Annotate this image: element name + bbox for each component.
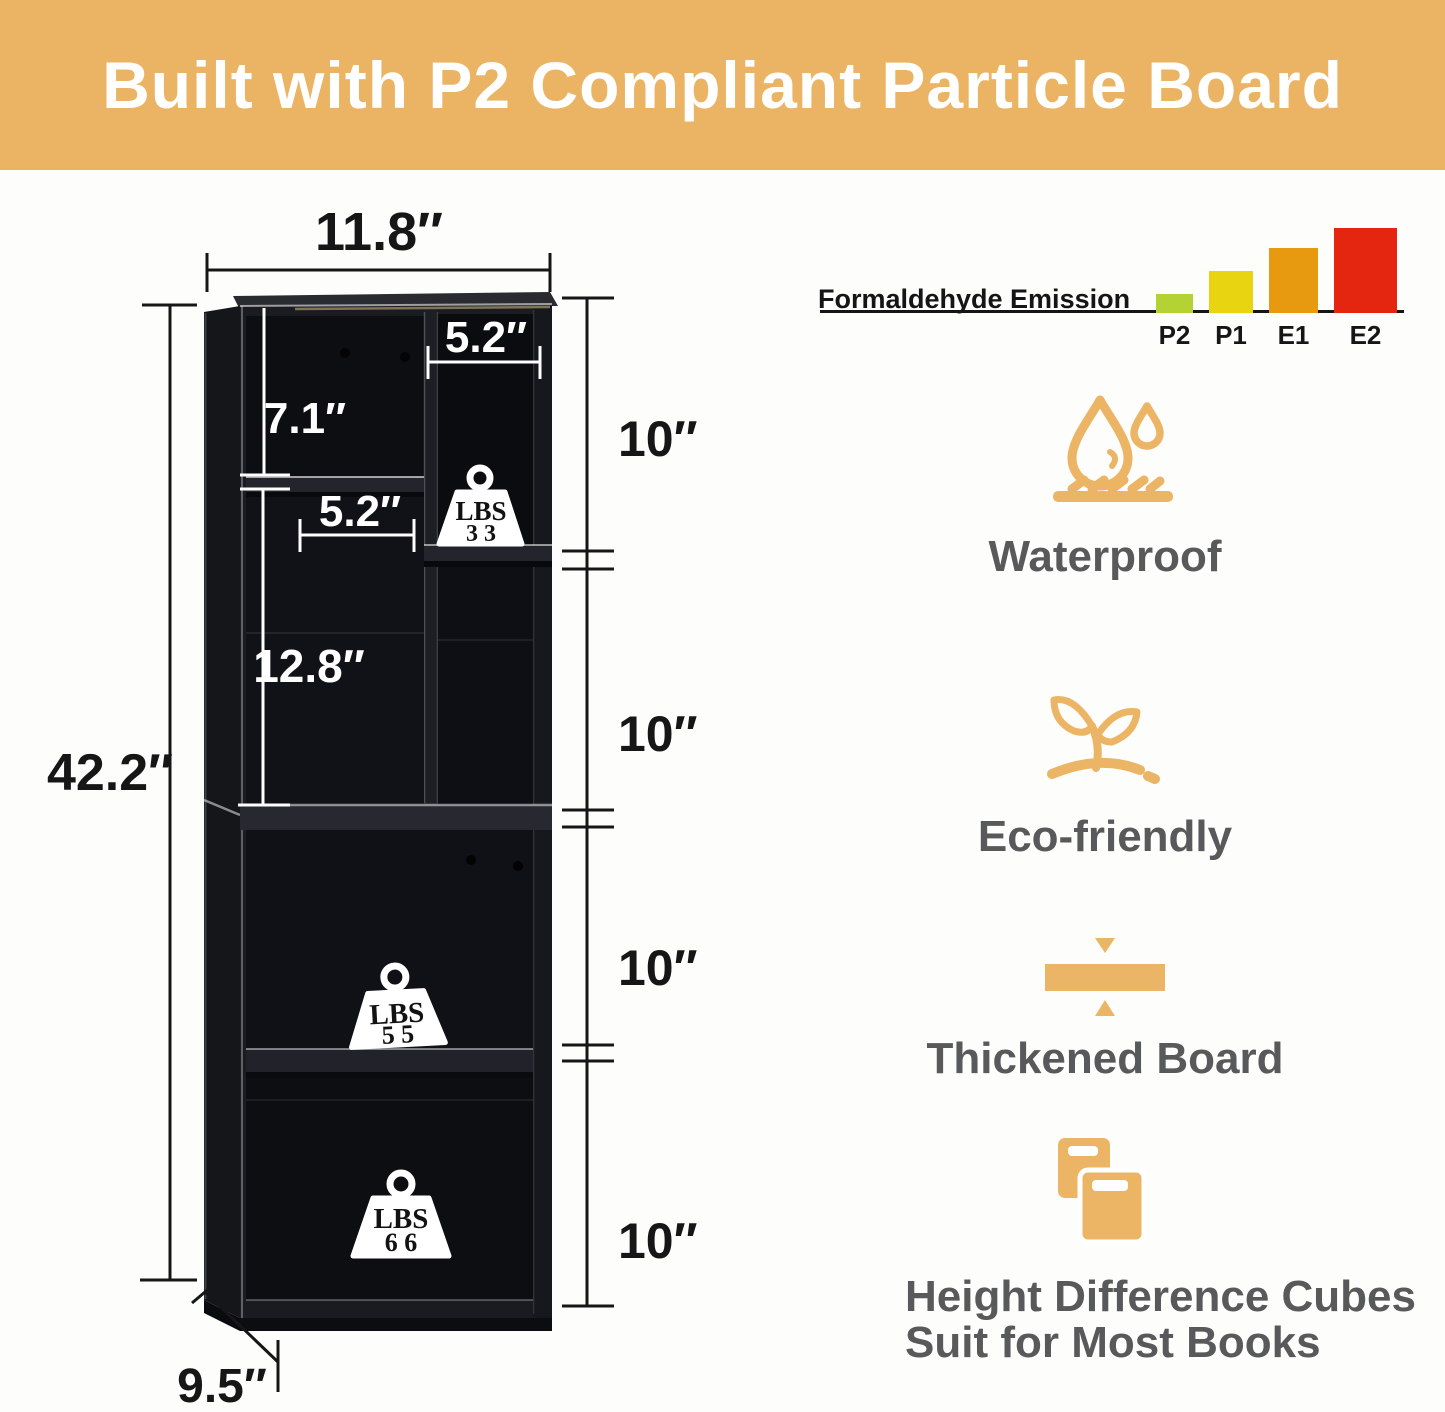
dim-small-cube-width	[426, 346, 542, 379]
dim-top-width	[205, 253, 552, 292]
dim-mid-cube-width	[298, 519, 416, 552]
weight-value: 5 5	[381, 1019, 415, 1050]
cube-middle-right	[438, 567, 533, 805]
emission-bar-p2	[1156, 294, 1193, 313]
emission-chart-title: Formaldehyde Emission	[818, 284, 1131, 314]
eco-friendly-icon	[1047, 696, 1160, 784]
bookshelf-illustration: LBS 3 3 LBS 5 5 LBS 6 6 11.8″ 42.2″	[47, 202, 698, 1412]
weight-unit: LBS	[369, 997, 425, 1032]
waterproof-icon	[1053, 395, 1173, 502]
books-icon	[1058, 1138, 1147, 1245]
thickened-board-icon	[1045, 938, 1165, 1016]
banner: Built with P2 Compliant Particle Board	[0, 0, 1445, 170]
feature-label-waterproof: Waterproof	[988, 532, 1222, 581]
weight-badge-5lbs: LBS 5 5	[348, 962, 448, 1050]
dim-label-top-width: 11.8″	[315, 202, 443, 262]
dim-label-mid-cube-width: 5.2″	[319, 487, 401, 536]
dim-label-cube1-height: 7.1″	[264, 394, 346, 443]
banner-title: Built with P2 Compliant Particle Board	[102, 48, 1343, 122]
dim-label-section-2: 10″	[618, 706, 698, 762]
weight-badge-6lbs: LBS 6 6	[350, 1169, 452, 1259]
dim-total-height	[140, 303, 197, 1282]
cube-middle-left	[246, 497, 424, 805]
dim-cube1-height	[240, 308, 290, 491]
emission-tick-label-e1: E1	[1277, 320, 1310, 350]
weight-value: 3 3	[466, 521, 496, 547]
dim-label-small-cube-width: 5.2″	[445, 313, 527, 362]
feature-label-eco-friendly: Eco-friendly	[977, 812, 1233, 861]
dim-label-section-3: 10″	[618, 940, 698, 996]
dim-label-total-height: 42.2″	[47, 744, 173, 802]
emission-bar-p1	[1209, 271, 1253, 313]
formaldehyde-emission-chart: Formaldehyde Emission P2 P1 E1 E2	[818, 216, 1406, 366]
dim-label-mid-cube-height: 12.8″	[253, 640, 365, 692]
emission-tick-label-p2: P2	[1158, 320, 1191, 350]
dim-label-section-1: 10″	[618, 411, 698, 467]
weight-badge-3lbs: LBS 3 3	[436, 464, 525, 547]
feature-label-books-line2: Suit for Most Books	[905, 1318, 1321, 1367]
weight-value: 6 6	[385, 1228, 418, 1257]
cube-top-left	[246, 316, 424, 477]
weight-unit: LBS	[455, 496, 506, 526]
emission-bars: P2 P1 E1 E2	[818, 216, 1406, 366]
feature-label-books-line1: Height Difference Cubes	[905, 1272, 1416, 1321]
emission-baseline	[820, 310, 1404, 313]
emission-tick-label-p1: P1	[1215, 320, 1247, 350]
weight-unit: LBS	[374, 1203, 429, 1235]
dim-depth	[191, 1279, 280, 1392]
dim-label-section-4: 10″	[618, 1213, 698, 1269]
emission-bar-e2	[1334, 228, 1397, 313]
dim-right-sections	[562, 296, 614, 1308]
dim-label-depth: 9.5″	[177, 1360, 267, 1412]
emission-bar-e1	[1269, 248, 1318, 313]
dim-mid-cube-height	[238, 489, 290, 807]
feature-label-thickened-board: Thickened Board	[926, 1034, 1284, 1083]
bookshelf-cabinet	[203, 292, 558, 1331]
emission-tick-label-e2: E2	[1349, 320, 1382, 350]
